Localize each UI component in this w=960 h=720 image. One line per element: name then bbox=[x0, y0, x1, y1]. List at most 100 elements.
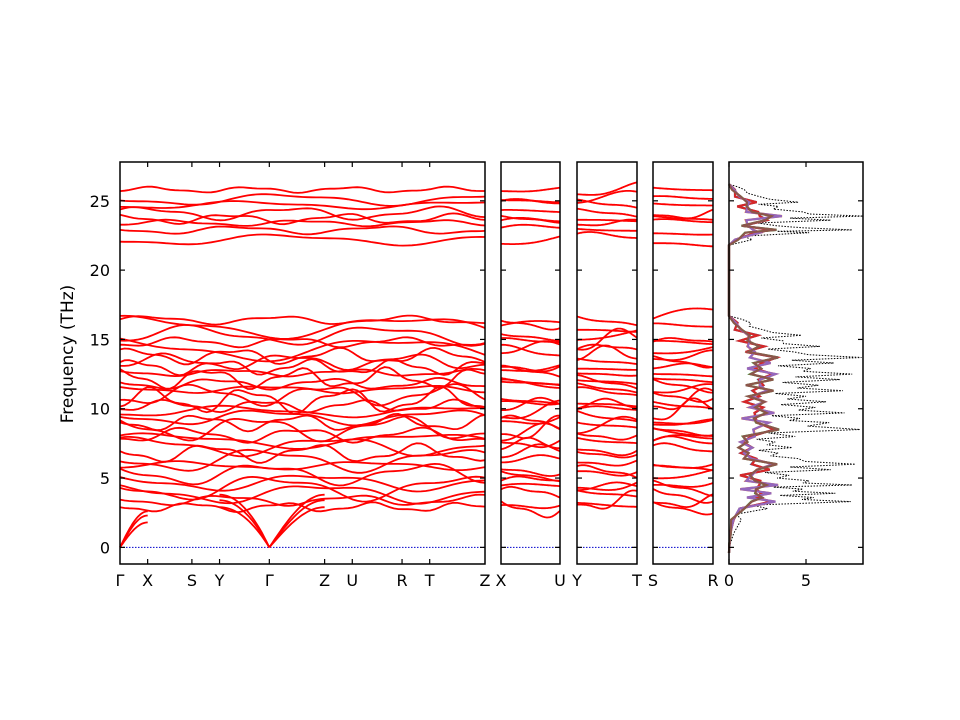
band-line bbox=[119, 193, 486, 207]
band-line bbox=[501, 209, 561, 213]
band-line bbox=[119, 212, 486, 226]
band-line bbox=[577, 181, 638, 196]
band-line bbox=[500, 439, 561, 449]
band-line bbox=[119, 409, 486, 427]
band-line bbox=[500, 320, 560, 327]
band-line bbox=[577, 328, 637, 333]
band-line bbox=[500, 343, 561, 357]
band-line bbox=[652, 501, 714, 516]
band-line bbox=[652, 442, 714, 453]
band-line bbox=[500, 333, 560, 342]
band-line bbox=[576, 448, 638, 457]
band-line bbox=[501, 396, 561, 411]
band-line bbox=[501, 337, 561, 344]
band-line bbox=[577, 470, 638, 477]
acoustic-branch bbox=[268, 506, 325, 548]
band-line bbox=[652, 218, 713, 224]
total-dos-curve bbox=[728, 183, 864, 553]
band-line bbox=[501, 364, 561, 372]
band-line bbox=[577, 329, 638, 341]
band-line bbox=[652, 493, 714, 508]
band-line bbox=[653, 387, 714, 411]
band-line bbox=[119, 205, 486, 222]
x-tick-label: U bbox=[554, 571, 566, 590]
band-line bbox=[119, 415, 486, 443]
band-line bbox=[652, 377, 713, 383]
band-line bbox=[576, 432, 638, 441]
band-line bbox=[500, 214, 561, 224]
band-line bbox=[576, 357, 638, 365]
band-line bbox=[119, 314, 486, 326]
band-line bbox=[653, 482, 714, 488]
band-line bbox=[119, 484, 486, 505]
band-line bbox=[119, 366, 486, 390]
band-line bbox=[653, 463, 714, 469]
band-line bbox=[120, 218, 486, 228]
band-line bbox=[576, 207, 638, 218]
band-line bbox=[576, 450, 638, 459]
y-tick-label: 25 bbox=[90, 192, 110, 211]
band-line bbox=[577, 379, 638, 385]
band-line bbox=[119, 225, 486, 236]
x-tick-label: Y bbox=[214, 571, 225, 590]
band-line bbox=[577, 367, 637, 371]
x-tick-label: U bbox=[346, 571, 358, 590]
x-tick-label: S bbox=[648, 571, 658, 590]
band-line bbox=[653, 468, 714, 480]
band-line bbox=[576, 410, 638, 423]
band-line bbox=[119, 442, 486, 464]
band-line bbox=[501, 400, 561, 406]
band-line bbox=[652, 378, 713, 394]
band-line bbox=[500, 468, 561, 477]
band-line bbox=[577, 481, 638, 492]
acoustic-branch bbox=[268, 493, 325, 548]
band-line bbox=[119, 385, 486, 415]
frames-layer bbox=[119, 161, 864, 565]
band-line bbox=[501, 380, 561, 387]
y-tick-label: 10 bbox=[90, 400, 110, 419]
band-line bbox=[576, 489, 638, 498]
band-line bbox=[652, 346, 714, 355]
band-line bbox=[119, 385, 486, 395]
band-line bbox=[652, 488, 714, 504]
band-line bbox=[500, 414, 561, 440]
band-line bbox=[501, 186, 560, 193]
band-line bbox=[119, 432, 486, 450]
band-line bbox=[119, 314, 486, 340]
band-line bbox=[653, 322, 713, 328]
band-line bbox=[652, 400, 714, 410]
band-line bbox=[500, 319, 561, 331]
dos-x-tick-label: 5 bbox=[801, 571, 811, 590]
partial-dos-curve bbox=[727, 183, 780, 553]
band-line bbox=[576, 198, 638, 209]
band-line bbox=[652, 434, 713, 442]
band-line bbox=[653, 208, 714, 220]
x-tick-label: Y bbox=[571, 571, 582, 590]
band-line bbox=[577, 190, 638, 204]
x-tick-label: Γ bbox=[265, 571, 274, 590]
band-line bbox=[500, 482, 560, 487]
band-line bbox=[120, 200, 486, 211]
band-line bbox=[577, 218, 638, 227]
x-tick-label: Z bbox=[480, 571, 491, 590]
text-layer: Frequency (THz) Γ X S Y Γ Z U R T Z X U Y T S R05101520… bbox=[58, 192, 811, 590]
band-line bbox=[576, 343, 638, 351]
band-line bbox=[577, 489, 638, 510]
band-line bbox=[577, 402, 638, 408]
band-line bbox=[576, 405, 637, 411]
acoustic-branch bbox=[219, 493, 271, 548]
band-line bbox=[500, 414, 561, 431]
panel-frame bbox=[119, 161, 486, 565]
band-line bbox=[501, 365, 561, 373]
band-line bbox=[652, 427, 714, 437]
panel-frame bbox=[576, 161, 638, 565]
band-line bbox=[652, 186, 713, 192]
band-line bbox=[653, 340, 713, 345]
y-tick-label: 0 bbox=[100, 538, 110, 557]
x-tick-label: T bbox=[424, 571, 435, 590]
band-line bbox=[576, 382, 638, 394]
y-axis-label: Frequency (THz) bbox=[58, 285, 78, 424]
band-line bbox=[500, 470, 560, 483]
band-line bbox=[119, 460, 486, 471]
